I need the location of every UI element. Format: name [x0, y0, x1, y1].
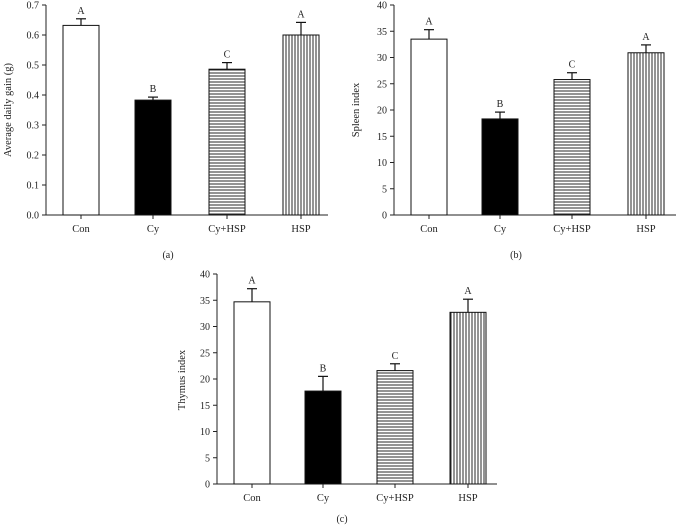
y-axis-label-a: Average daily gain (g): [3, 63, 14, 157]
y-tick-label: 0.6: [27, 31, 40, 42]
bar-con: [62, 24, 100, 216]
bar-cy: [134, 99, 172, 216]
bar-cy-hsp: [553, 79, 591, 216]
x-tick-label: Cy: [147, 224, 160, 235]
chart-panel-a: 0.0 0.1 0.2 0.3 0.4 0.5 0.6 0.7 Con A Cy B Cy+HSP C HS…: [3, 1, 328, 261]
bar-cy-hsp: [376, 370, 414, 485]
x-tick-label: Cy: [317, 493, 330, 504]
bar-cy: [481, 118, 519, 216]
significance-letter: A: [464, 286, 472, 297]
significance-letter: A: [248, 276, 256, 287]
significance-letter: B: [497, 99, 504, 110]
y-tick-label: 10: [200, 427, 210, 438]
x-tick-label: Con: [420, 224, 438, 235]
chart-panel-c: 0 5 10 15 20 25 30 35 40 Con A Cy B Cy+HSP C HSP A (c) T…: [177, 270, 497, 525]
chart-panel-b: 0 5 10 15 20 25 30 35 40 Con A Cy B Cy+HSP C HSP A (b) S…: [351, 1, 676, 261]
y-tick-label: 40: [377, 1, 387, 12]
bar-con: [233, 301, 271, 485]
panel-label-a: (a): [162, 250, 173, 261]
y-tick-label: 30: [200, 322, 210, 333]
x-tick-label: Cy: [494, 224, 507, 235]
bar-cy: [304, 390, 342, 485]
significance-letter: A: [77, 6, 85, 17]
bar-cy-hsp: [208, 68, 246, 216]
significance-letter: C: [569, 60, 576, 71]
bar-hsp: [627, 52, 665, 216]
y-tick-label: 0.4: [27, 91, 40, 102]
bar-hsp: [282, 34, 320, 216]
significance-letter: B: [320, 363, 327, 374]
y-tick-label: 5: [205, 453, 210, 464]
bar-con: [410, 38, 448, 216]
y-tick-label: 25: [377, 79, 387, 90]
x-tick-label: Cy+HSP: [376, 493, 414, 504]
y-tick-label: 35: [377, 27, 387, 38]
y-tick-label: 15: [200, 401, 210, 412]
x-tick-label: HSP: [458, 493, 477, 504]
y-axis-label-b: Spleen index: [351, 82, 362, 137]
significance-letter: C: [392, 351, 399, 362]
x-tick-label: Con: [243, 493, 261, 504]
y-tick-label: 0.2: [27, 151, 40, 162]
panel-label-b: (b): [510, 250, 522, 261]
x-tick-label: Con: [72, 224, 90, 235]
y-tick-label: 0: [382, 211, 387, 222]
y-tick-label: 35: [200, 296, 210, 307]
x-tick-label: Cy+HSP: [553, 224, 591, 235]
y-tick-label: 10: [377, 158, 387, 169]
x-tick-label: HSP: [291, 224, 310, 235]
y-tick-label: 0.7: [27, 1, 40, 12]
y-tick-label: 0.3: [27, 121, 40, 132]
y-tick-label: 15: [377, 132, 387, 143]
y-tick-label: 5: [382, 184, 387, 195]
significance-letter: B: [150, 84, 157, 95]
significance-letter: A: [642, 32, 650, 43]
significance-letter: A: [297, 9, 305, 20]
y-tick-label: 20: [377, 106, 387, 117]
significance-letter: C: [224, 50, 231, 61]
y-tick-label: 0.0: [27, 211, 40, 222]
y-tick-label: 30: [377, 53, 387, 64]
y-axis-label-c: Thymus index: [177, 349, 188, 410]
x-tick-label: Cy+HSP: [208, 224, 246, 235]
x-tick-label: HSP: [636, 224, 655, 235]
significance-letter: A: [425, 17, 433, 28]
y-tick-label: 0.1: [27, 181, 40, 192]
y-tick-label: 40: [200, 270, 210, 281]
y-tick-label: 25: [200, 348, 210, 359]
y-tick-label: 0: [205, 480, 210, 491]
y-tick-label: 0.5: [27, 61, 40, 72]
y-tick-label: 20: [200, 375, 210, 386]
bar-hsp: [449, 311, 487, 485]
panel-label-c: (c): [336, 514, 347, 525]
